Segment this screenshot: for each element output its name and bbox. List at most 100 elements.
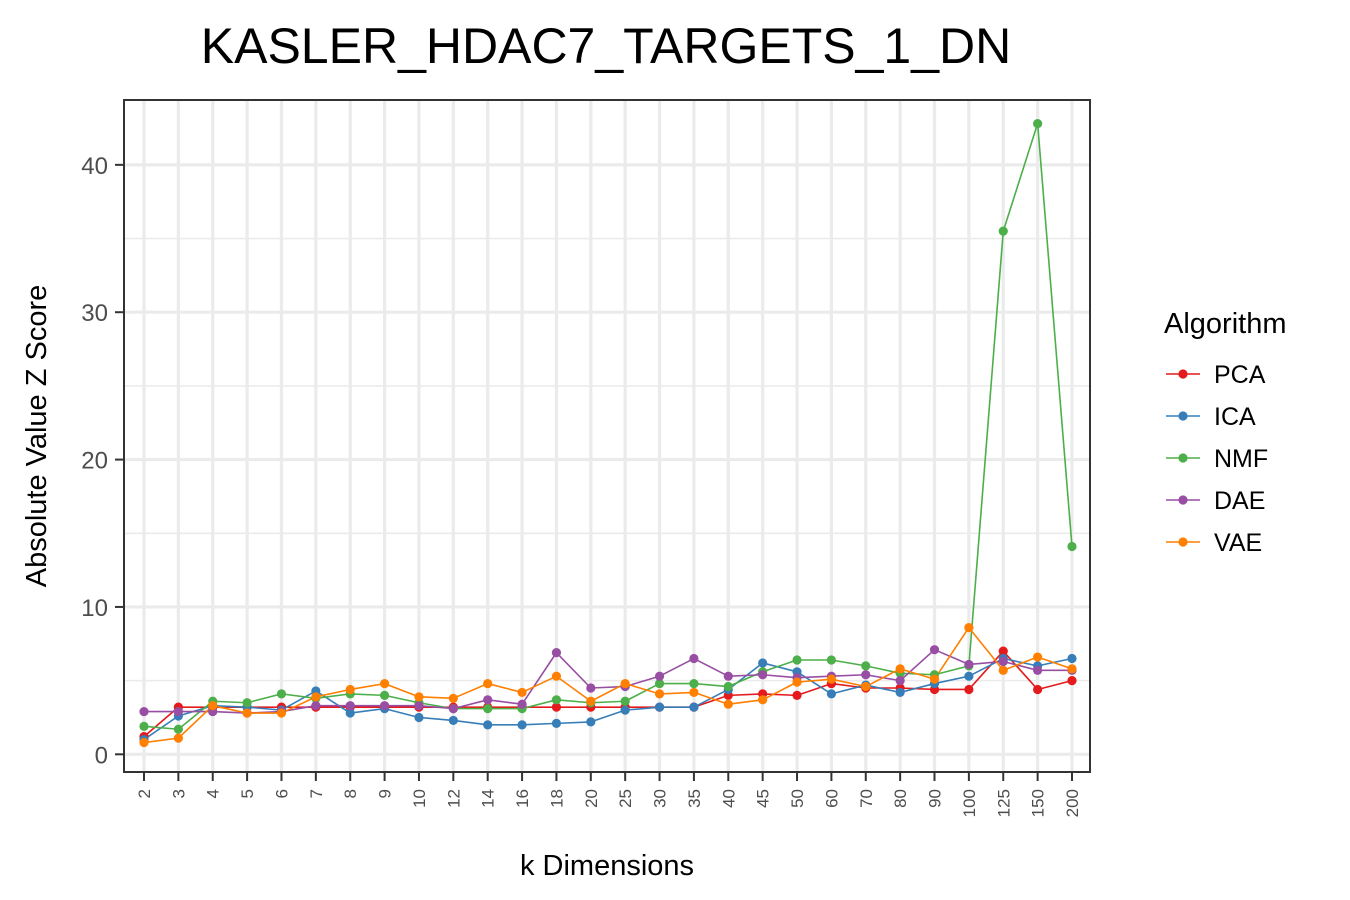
data-point-dae xyxy=(483,695,493,705)
data-point-ica xyxy=(345,708,355,718)
series-lines xyxy=(143,122,1073,744)
series-line-ica xyxy=(143,657,1073,741)
plot-panel xyxy=(123,99,1091,773)
data-point-vae xyxy=(689,687,699,698)
data-point-dae xyxy=(586,683,596,693)
data-point-dae xyxy=(345,701,355,711)
data-point-dae xyxy=(414,701,424,711)
data-point-vae xyxy=(826,674,837,684)
legend-key-point-dae xyxy=(1178,495,1188,505)
y-axis: 0 10 20 30 40 xyxy=(81,153,124,769)
data-point-vae xyxy=(1067,664,1077,674)
data-point-pca xyxy=(1033,684,1043,695)
data-point-nmf xyxy=(173,724,183,734)
data-point-ica xyxy=(620,705,630,715)
data-point-dae xyxy=(998,656,1008,667)
data-point-ica xyxy=(517,720,527,730)
x-tick-label: 60 xyxy=(822,789,841,808)
data-point-ica xyxy=(964,671,974,681)
legend-key-point-ica xyxy=(1178,411,1188,421)
x-tick-label: 80 xyxy=(891,789,910,808)
x-axis: 2 3 4 5 6 7 8 9 10 12 14 16 18 20 25 30 35 40 45 50 60 70 80 90… xyxy=(135,772,1082,817)
legend-label-vae: VAE xyxy=(1214,529,1262,557)
y-tick-label: 40 xyxy=(81,153,108,180)
x-tick-label: 6 xyxy=(272,789,291,798)
series-line-dae xyxy=(144,648,1072,714)
data-point-vae xyxy=(551,671,562,681)
x-tick-label: 8 xyxy=(341,789,360,798)
chart-title: KASLER_HDAC7_TARGETS_1_DN xyxy=(201,18,1011,74)
x-tick-label: 5 xyxy=(238,789,257,798)
x-tick-label: 9 xyxy=(376,789,395,798)
data-point-nmf xyxy=(1033,118,1043,129)
series-line-vae xyxy=(143,626,1073,744)
x-tick-label: 70 xyxy=(857,789,876,808)
legend-items: PCA ICA NMF DAE VAE xyxy=(1166,361,1268,557)
legend-key-point-nmf xyxy=(1178,453,1188,463)
y-tick-label: 0 xyxy=(95,742,108,769)
data-point-vae xyxy=(620,678,630,689)
data-point-vae xyxy=(208,701,218,711)
x-tick-label: 25 xyxy=(616,789,635,808)
data-point-dae xyxy=(173,706,183,717)
data-point-vae xyxy=(345,684,355,695)
legend-key-point-vae xyxy=(1178,537,1188,547)
data-point-nmf xyxy=(276,689,287,699)
x-tick-label: 40 xyxy=(719,789,738,808)
x-tick-label: 100 xyxy=(960,789,979,817)
x-tick-label: 16 xyxy=(513,789,532,808)
data-point-pca xyxy=(964,684,974,695)
data-point-vae xyxy=(758,695,768,705)
legend-label-ica: ICA xyxy=(1214,403,1256,431)
y-tick-label: 10 xyxy=(81,595,108,622)
data-point-nmf xyxy=(620,696,630,706)
data-point-ica xyxy=(758,658,768,668)
data-point-dae xyxy=(689,653,699,664)
y-tick-label: 20 xyxy=(81,448,108,475)
data-point-ica xyxy=(826,689,837,699)
data-point-dae xyxy=(654,671,665,681)
data-point-nmf xyxy=(551,695,562,705)
data-points xyxy=(139,118,1077,748)
data-point-dae xyxy=(311,701,321,711)
plot-background xyxy=(124,100,1090,772)
data-point-vae xyxy=(792,677,802,687)
data-point-nmf xyxy=(379,690,390,700)
data-point-vae xyxy=(861,681,871,692)
data-point-dae xyxy=(448,704,458,714)
data-point-nmf xyxy=(826,655,837,665)
data-point-dae xyxy=(895,676,905,686)
data-point-ica xyxy=(895,687,905,698)
data-point-vae xyxy=(517,687,527,698)
data-point-pca xyxy=(792,690,802,700)
data-point-pca xyxy=(1067,676,1077,686)
data-point-dae xyxy=(929,645,940,655)
data-point-ica xyxy=(689,702,699,712)
data-point-vae xyxy=(311,692,321,702)
data-point-nmf xyxy=(1067,541,1077,552)
data-point-dae xyxy=(379,701,390,711)
data-point-ica xyxy=(414,712,424,723)
data-point-nmf xyxy=(861,661,871,671)
data-point-nmf xyxy=(139,721,149,731)
data-point-vae xyxy=(414,692,424,702)
data-point-pca xyxy=(998,646,1008,656)
data-point-nmf xyxy=(998,226,1008,236)
x-tick-label: 35 xyxy=(685,789,704,808)
data-point-nmf xyxy=(689,678,699,689)
data-point-ica xyxy=(654,702,665,712)
data-point-ica xyxy=(1067,653,1077,664)
data-point-vae xyxy=(483,678,493,689)
x-tick-label: 3 xyxy=(169,789,188,798)
data-point-vae xyxy=(173,733,183,743)
x-tick-label: 90 xyxy=(926,789,945,808)
x-tick-label: 18 xyxy=(547,789,566,808)
data-point-dae xyxy=(861,670,871,680)
data-point-dae xyxy=(551,648,562,658)
plot-border xyxy=(123,99,1091,773)
x-tick-label: 12 xyxy=(444,789,463,808)
data-point-vae xyxy=(276,708,287,718)
y-tick-label: 30 xyxy=(81,300,108,327)
data-point-vae xyxy=(1033,652,1043,662)
